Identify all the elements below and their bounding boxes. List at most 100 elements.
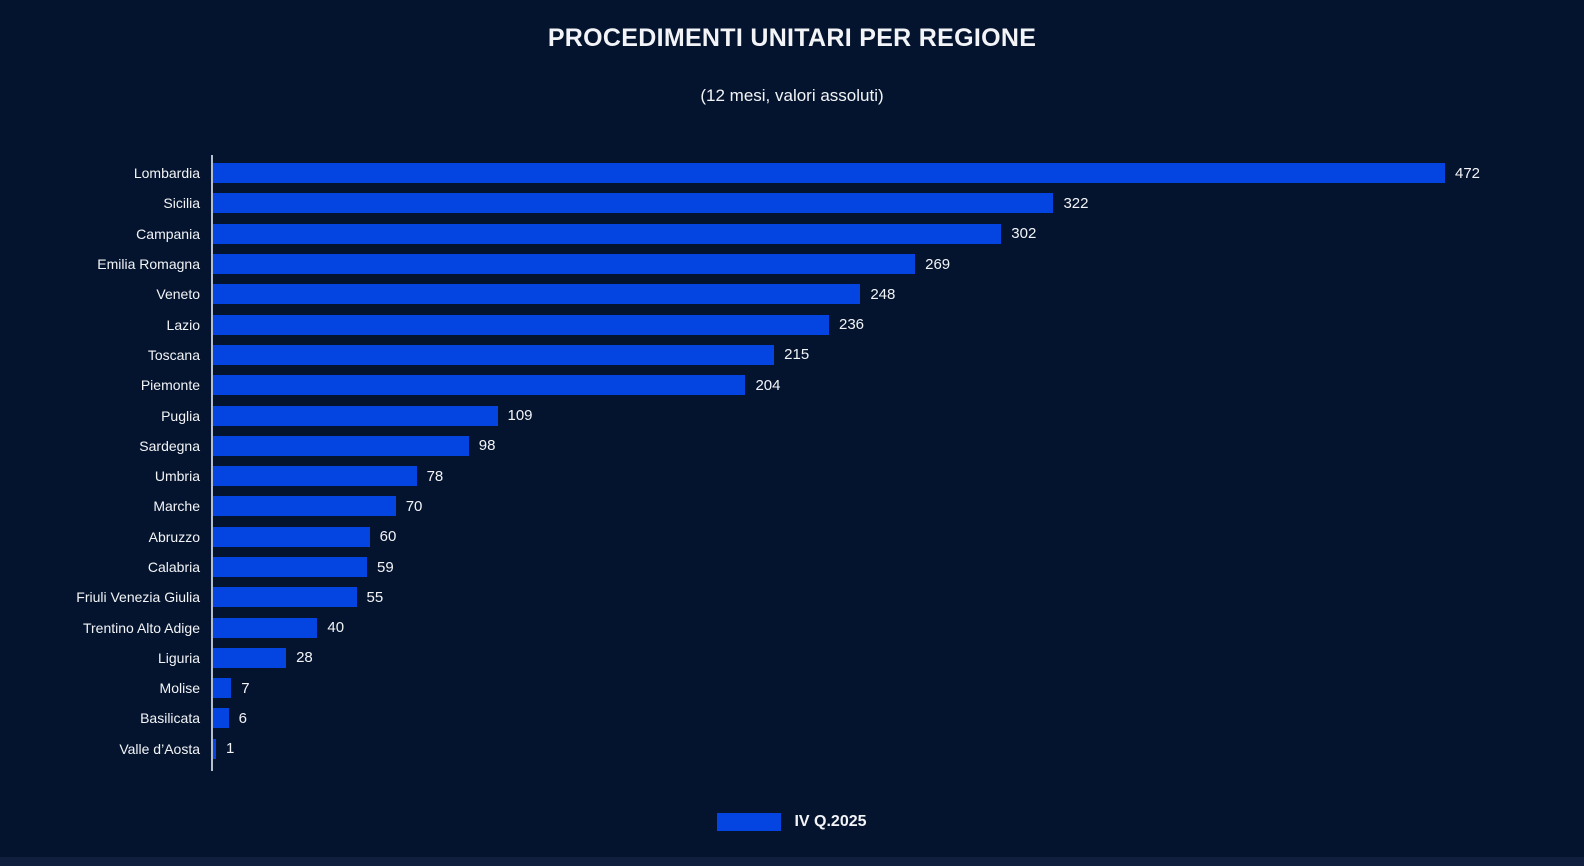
value-label: 1 (226, 740, 235, 758)
bar (213, 647, 287, 668)
bar-track: 1 (213, 734, 1584, 764)
chart-row: Lazio 236 (0, 309, 1584, 339)
value-label: 472 (1455, 164, 1481, 182)
bar (213, 496, 396, 517)
value-label: 28 (296, 649, 313, 667)
category-label: Sardegna (139, 437, 200, 454)
chart-row: Puglia 109 (0, 400, 1584, 430)
value-label: 60 (379, 528, 397, 546)
value-label: 204 (755, 376, 781, 394)
bar-track: 70 (213, 491, 1584, 521)
category-label: Puglia (161, 407, 200, 424)
chart-row: Toscana 215 (0, 340, 1584, 370)
legend-label: IV Q.2025 (794, 813, 867, 830)
category-label: Liguria (157, 649, 200, 666)
value-label: 7 (241, 679, 250, 697)
chart-row: Piemonte 204 (0, 370, 1584, 400)
chart-row: Sardegna 98 (0, 431, 1584, 461)
category-label: Calabria (147, 559, 200, 575)
chart-row: Lombardia 472 (0, 158, 1584, 188)
value-label: 55 (366, 588, 384, 606)
chart-row: Molise 7 (0, 673, 1584, 703)
bar (213, 405, 498, 426)
value-label: 302 (1011, 225, 1037, 243)
chart-subtitle: (12 mesi, valori assoluti) (700, 86, 884, 105)
category-label: Lombardia (133, 165, 200, 182)
bar-track: 40 (213, 612, 1584, 642)
bar (213, 314, 829, 335)
chart-row: Umbria 78 (0, 461, 1584, 491)
bar-track: 28 (213, 643, 1584, 673)
bar-track: 59 (213, 552, 1584, 582)
chart-row: Calabria 59 (0, 552, 1584, 582)
page-bottom-strip (0, 857, 1584, 866)
category-label: Lazio (166, 316, 200, 333)
bar (213, 617, 318, 638)
bar (213, 466, 417, 487)
value-label: 215 (784, 346, 810, 364)
chart-row: Marche 70 (0, 491, 1584, 521)
bar-track: 6 (213, 703, 1584, 733)
value-label: 109 (507, 407, 533, 425)
chart-title: PROCEDIMENTI UNITARI PER REGIONE (547, 24, 1037, 52)
chart-row: Emilia Romagna 269 (0, 249, 1584, 279)
value-label: 70 (405, 497, 423, 515)
category-label: Umbria (154, 468, 200, 485)
category-label: Friuli Venezia Giulia (76, 589, 200, 606)
bar-track: 98 (213, 431, 1584, 461)
bar (213, 557, 367, 577)
chart-row: Trentino Alto Adige 40 (0, 612, 1584, 642)
bar-track: 7 (213, 673, 1584, 703)
category-label: Toscana (147, 346, 200, 363)
bar-track: 248 (213, 279, 1584, 309)
value-label: 248 (870, 285, 896, 303)
category-label: Basilicata (140, 710, 200, 727)
bar (213, 163, 1445, 184)
chart-row: Friuli Venezia Giulia 55 (0, 582, 1584, 612)
bar-track: 302 (213, 219, 1584, 249)
bar (213, 526, 370, 547)
bar (213, 738, 216, 759)
value-label: 78 (426, 467, 444, 485)
legend: IV Q.2025 (0, 813, 1584, 831)
bar-track: 109 (213, 400, 1584, 430)
category-label: Abruzzo (148, 528, 200, 545)
bar-track: 215 (213, 340, 1584, 370)
bar-track: 269 (213, 249, 1584, 279)
bar-track: 322 (213, 188, 1584, 218)
bar (213, 375, 746, 396)
bar-track: 472 (213, 158, 1584, 188)
value-label: 236 (839, 316, 865, 334)
category-label: Veneto (156, 286, 200, 303)
category-label: Molise (159, 680, 200, 697)
category-label: Marche (153, 498, 200, 515)
chart-row: Veneto 248 (0, 279, 1584, 309)
chart-row: Liguria 28 (0, 643, 1584, 673)
bar (213, 284, 861, 305)
bar-chart: Lombardia 472 Sicilia 322 Campania 302 Emilia … (0, 155, 1584, 771)
legend-swatch (717, 813, 782, 831)
bar-track: 60 (213, 522, 1584, 552)
value-label: 6 (238, 709, 247, 727)
bar (213, 587, 357, 608)
bar (213, 223, 1002, 244)
bar (213, 193, 1054, 214)
y-axis-line (211, 155, 213, 771)
bar (213, 708, 229, 729)
category-label: Sicilia (163, 195, 200, 212)
category-label: Trentino Alto Adige (82, 619, 200, 636)
bar (213, 254, 916, 275)
chart-row: Sicilia 322 (0, 188, 1584, 218)
value-label: 40 (327, 619, 345, 637)
category-label: Campania (136, 225, 200, 242)
bar-track: 78 (213, 461, 1584, 491)
bar (213, 435, 469, 456)
bar-track: 55 (213, 582, 1584, 612)
chart-row: Basilicata 6 (0, 703, 1584, 733)
bar-track: 236 (213, 309, 1584, 339)
category-label: Emilia Romagna (97, 256, 200, 273)
value-label: 98 (478, 437, 496, 455)
chart-row: Abruzzo 60 (0, 522, 1584, 552)
bar-track: 204 (213, 370, 1584, 400)
